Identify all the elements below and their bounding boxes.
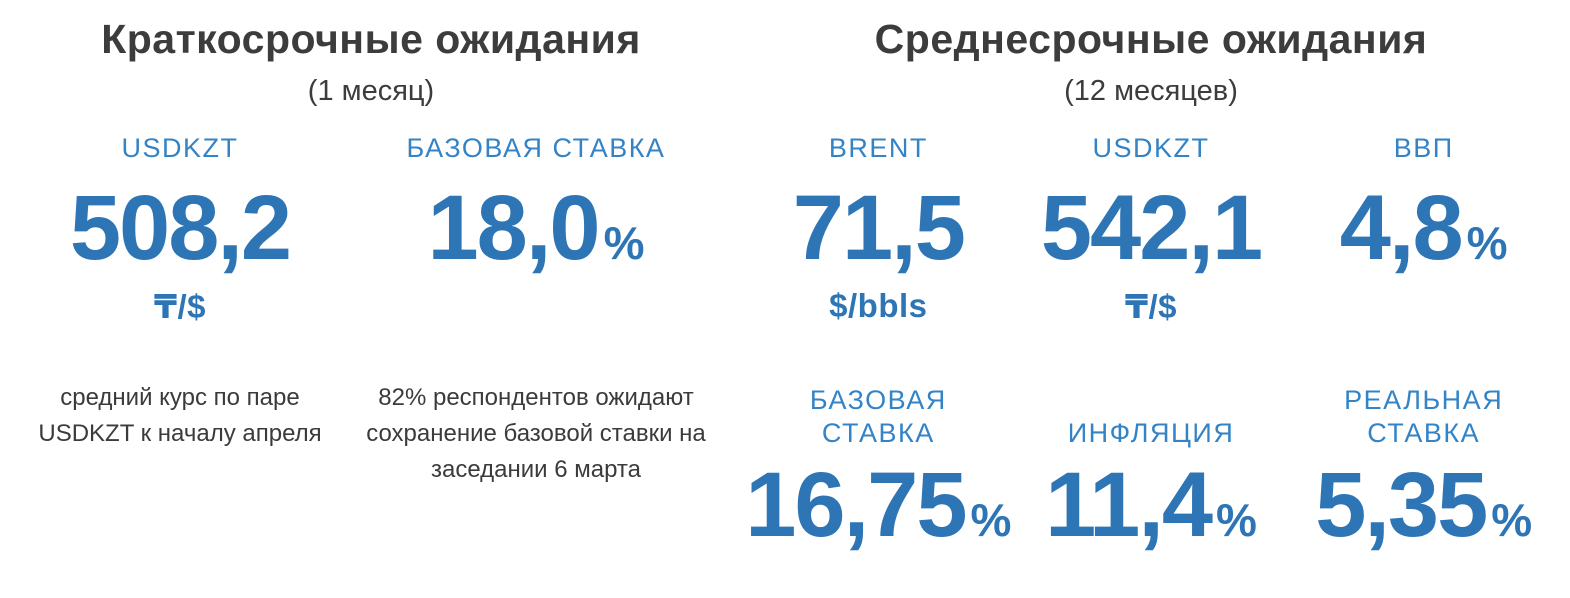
stat-real-rate: РЕАЛЬНАЯ СТАВКА 5,35% xyxy=(1287,370,1560,551)
stat-real-rate-label-area: РЕАЛЬНАЯ СТАВКА xyxy=(1287,370,1560,450)
stat-inflation-number: 11,4 xyxy=(1045,454,1213,557)
stat-base-rate-short-number: 18,0 xyxy=(427,177,601,280)
stat-base-rate-mid-number: 16,75 xyxy=(745,454,967,557)
stat-base-rate-mid-value: 16,75% xyxy=(742,459,1015,551)
stat-base-rate-short-percent-sign: % xyxy=(603,217,645,270)
stat-real-rate-label: РЕАЛЬНАЯ СТАВКА xyxy=(1344,385,1504,449)
stat-usdkzt-short-label: USDKZT xyxy=(121,133,239,164)
stat-usdkzt-short-note: средний курс по паре USDKZT к началу апр… xyxy=(38,384,322,448)
stat-gdp-label: ВВП xyxy=(1393,133,1454,164)
stat-base-rate-short-top: БАЗОВАЯ СТАВКА 18,0% xyxy=(345,132,727,370)
stat-usdkzt-mid-value: 542,1 xyxy=(1040,177,1263,280)
stat-usdkzt-mid-label: USDKZT xyxy=(1092,133,1210,164)
stat-base-rate-short-note: 82% респондентов ожидают сохранение базо… xyxy=(366,384,706,484)
stat-real-rate-number: 5,35 xyxy=(1315,454,1488,557)
stat-gdp-number: 4,8 xyxy=(1339,177,1464,280)
stat-base-rate-short-label: БАЗОВАЯ СТАВКА xyxy=(406,133,666,164)
short-term-stats-row: USDKZT 508,2 ₸/$ средний курс по паре US… xyxy=(15,132,727,488)
stat-gdp-value: 4,8% xyxy=(1287,182,1560,274)
stat-usdkzt-short-value: 508,2 xyxy=(69,177,292,280)
mid-term-period: (12 месяцев) xyxy=(1064,75,1238,108)
stat-brent: BRENT 71,5 $/bbls xyxy=(742,132,1015,370)
stat-inflation-value: 11,4% xyxy=(1015,459,1288,551)
stat-inflation-percent-sign: % xyxy=(1216,494,1257,547)
stat-brent-value: 71,5 xyxy=(792,177,966,280)
stat-usdkzt-mid: USDKZT 542,1 ₸/$ xyxy=(1015,132,1288,370)
stat-usdkzt-short-top: USDKZT 508,2 ₸/$ xyxy=(15,132,345,370)
stat-inflation-label-area: ИНФЛЯЦИЯ xyxy=(1015,370,1288,450)
stat-gdp-percent-sign: % xyxy=(1466,217,1508,270)
stat-real-rate-percent-sign: % xyxy=(1491,494,1533,547)
section-mid-term: Среднесрочные ожидания (12 месяцев) BREN… xyxy=(742,16,1560,551)
stat-usdkzt-short-unit: ₸/$ xyxy=(154,288,206,326)
stat-brent-label: BRENT xyxy=(828,133,928,164)
stat-base-rate-short: БАЗОВАЯ СТАВКА 18,0% 82% респондентов ож… xyxy=(345,132,727,488)
stat-base-rate-short-value: 18,0% xyxy=(345,182,727,274)
stat-inflation: ИНФЛЯЦИЯ 11,4% xyxy=(1015,370,1288,551)
stat-base-rate-mid: БАЗОВАЯ СТАВКА 16,75% xyxy=(742,370,1015,551)
stat-usdkzt-mid-unit: ₸/$ xyxy=(1125,288,1177,326)
stat-usdkzt-short: USDKZT 508,2 ₸/$ средний курс по паре US… xyxy=(15,132,345,488)
stat-brent-unit: $/bbls xyxy=(829,287,928,325)
stat-gdp: ВВП 4,8% xyxy=(1287,132,1560,370)
mid-term-stats-row: BRENT 71,5 $/bbls БАЗОВАЯ СТАВКА 16,75% … xyxy=(742,132,1560,551)
section-short-term: Краткосрочные ожидания (1 месяц) USDKZT … xyxy=(15,16,727,488)
stat-base-rate-mid-label-area: БАЗОВАЯ СТАВКА xyxy=(742,370,1015,450)
stat-base-rate-mid-percent-sign: % xyxy=(970,494,1012,547)
mid-term-title: Среднесрочные ожидания xyxy=(874,16,1428,62)
short-term-title: Краткосрочные ожидания xyxy=(101,16,641,62)
stat-real-rate-value: 5,35% xyxy=(1287,459,1560,551)
stat-base-rate-mid-label: БАЗОВАЯ СТАВКА xyxy=(809,385,947,449)
mid-term-column-2: USDKZT 542,1 ₸/$ ИНФЛЯЦИЯ 11,4% xyxy=(1015,132,1288,551)
stat-inflation-label: ИНФЛЯЦИЯ xyxy=(1067,418,1235,449)
mid-term-column-3: ВВП 4,8% РЕАЛЬНАЯ СТАВКА 5,35% xyxy=(1287,132,1560,551)
mid-term-column-1: BRENT 71,5 $/bbls БАЗОВАЯ СТАВКА 16,75% xyxy=(742,132,1015,551)
short-term-period: (1 месяц) xyxy=(307,75,435,108)
